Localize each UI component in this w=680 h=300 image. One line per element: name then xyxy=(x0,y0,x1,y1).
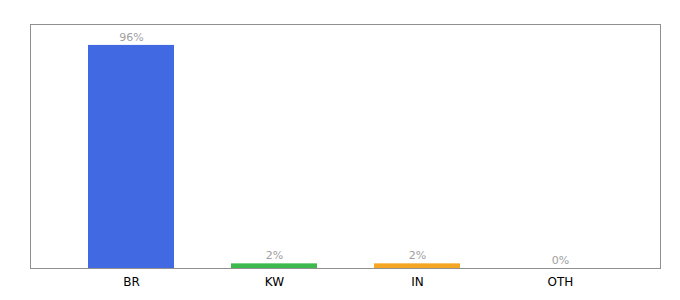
svg-text:IN: IN xyxy=(411,275,424,289)
svg-text:KW: KW xyxy=(265,275,284,289)
svg-text:OTH: OTH xyxy=(548,275,574,289)
svg-text:2%: 2% xyxy=(409,249,426,262)
svg-text:0%: 0% xyxy=(552,254,569,267)
svg-text:2%: 2% xyxy=(266,249,283,262)
svg-text:96%: 96% xyxy=(119,31,143,44)
svg-text:BR: BR xyxy=(123,275,140,289)
